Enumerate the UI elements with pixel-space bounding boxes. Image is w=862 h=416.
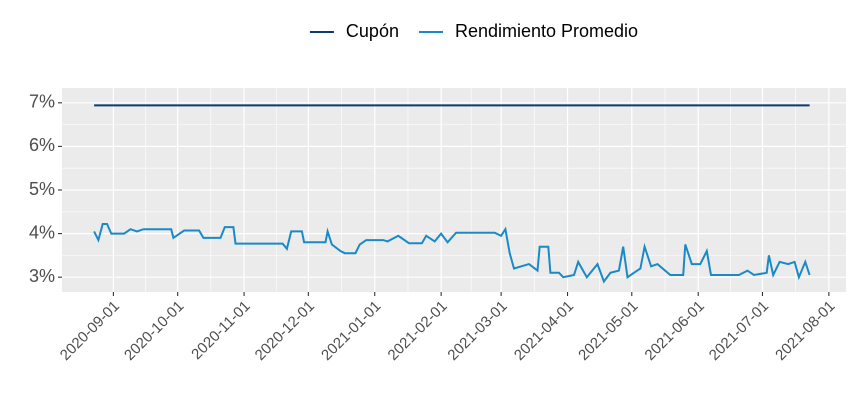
x-tick-label: 2021-07-01	[706, 298, 772, 364]
x-tick-label: 2021-06-01	[642, 298, 708, 364]
x-tick-label: 2020-10-01	[121, 298, 187, 364]
y-tick-label: 3%	[29, 266, 55, 286]
x-tick-label: 2021-02-01	[385, 298, 451, 364]
x-tick-label: 2021-01-01	[318, 298, 384, 364]
y-tick-label: 4%	[29, 222, 55, 242]
line	[93, 223, 811, 284]
x-tick-label: 2020-09-01	[57, 298, 123, 364]
x-tick-label: 2021-03-01	[444, 298, 510, 364]
legend: Cupón Rendimiento Promedio	[309, 21, 638, 41]
x-tick-label: 2021-04-01	[511, 298, 577, 364]
x-tick-label: 2020-12-01	[252, 298, 318, 364]
legend-label: Cupón	[346, 21, 399, 41]
y-tick-label: 5%	[29, 179, 55, 199]
x-tick-label: 2021-08-01	[772, 298, 838, 364]
legend-label: Rendimiento Promedio	[455, 21, 638, 41]
x-tick-label: 2021-05-01	[575, 298, 641, 364]
y-tick-label: 6%	[29, 135, 55, 155]
x-tick-label: 2020-11-01	[188, 298, 253, 363]
y-tick-label: 7%	[29, 92, 55, 112]
